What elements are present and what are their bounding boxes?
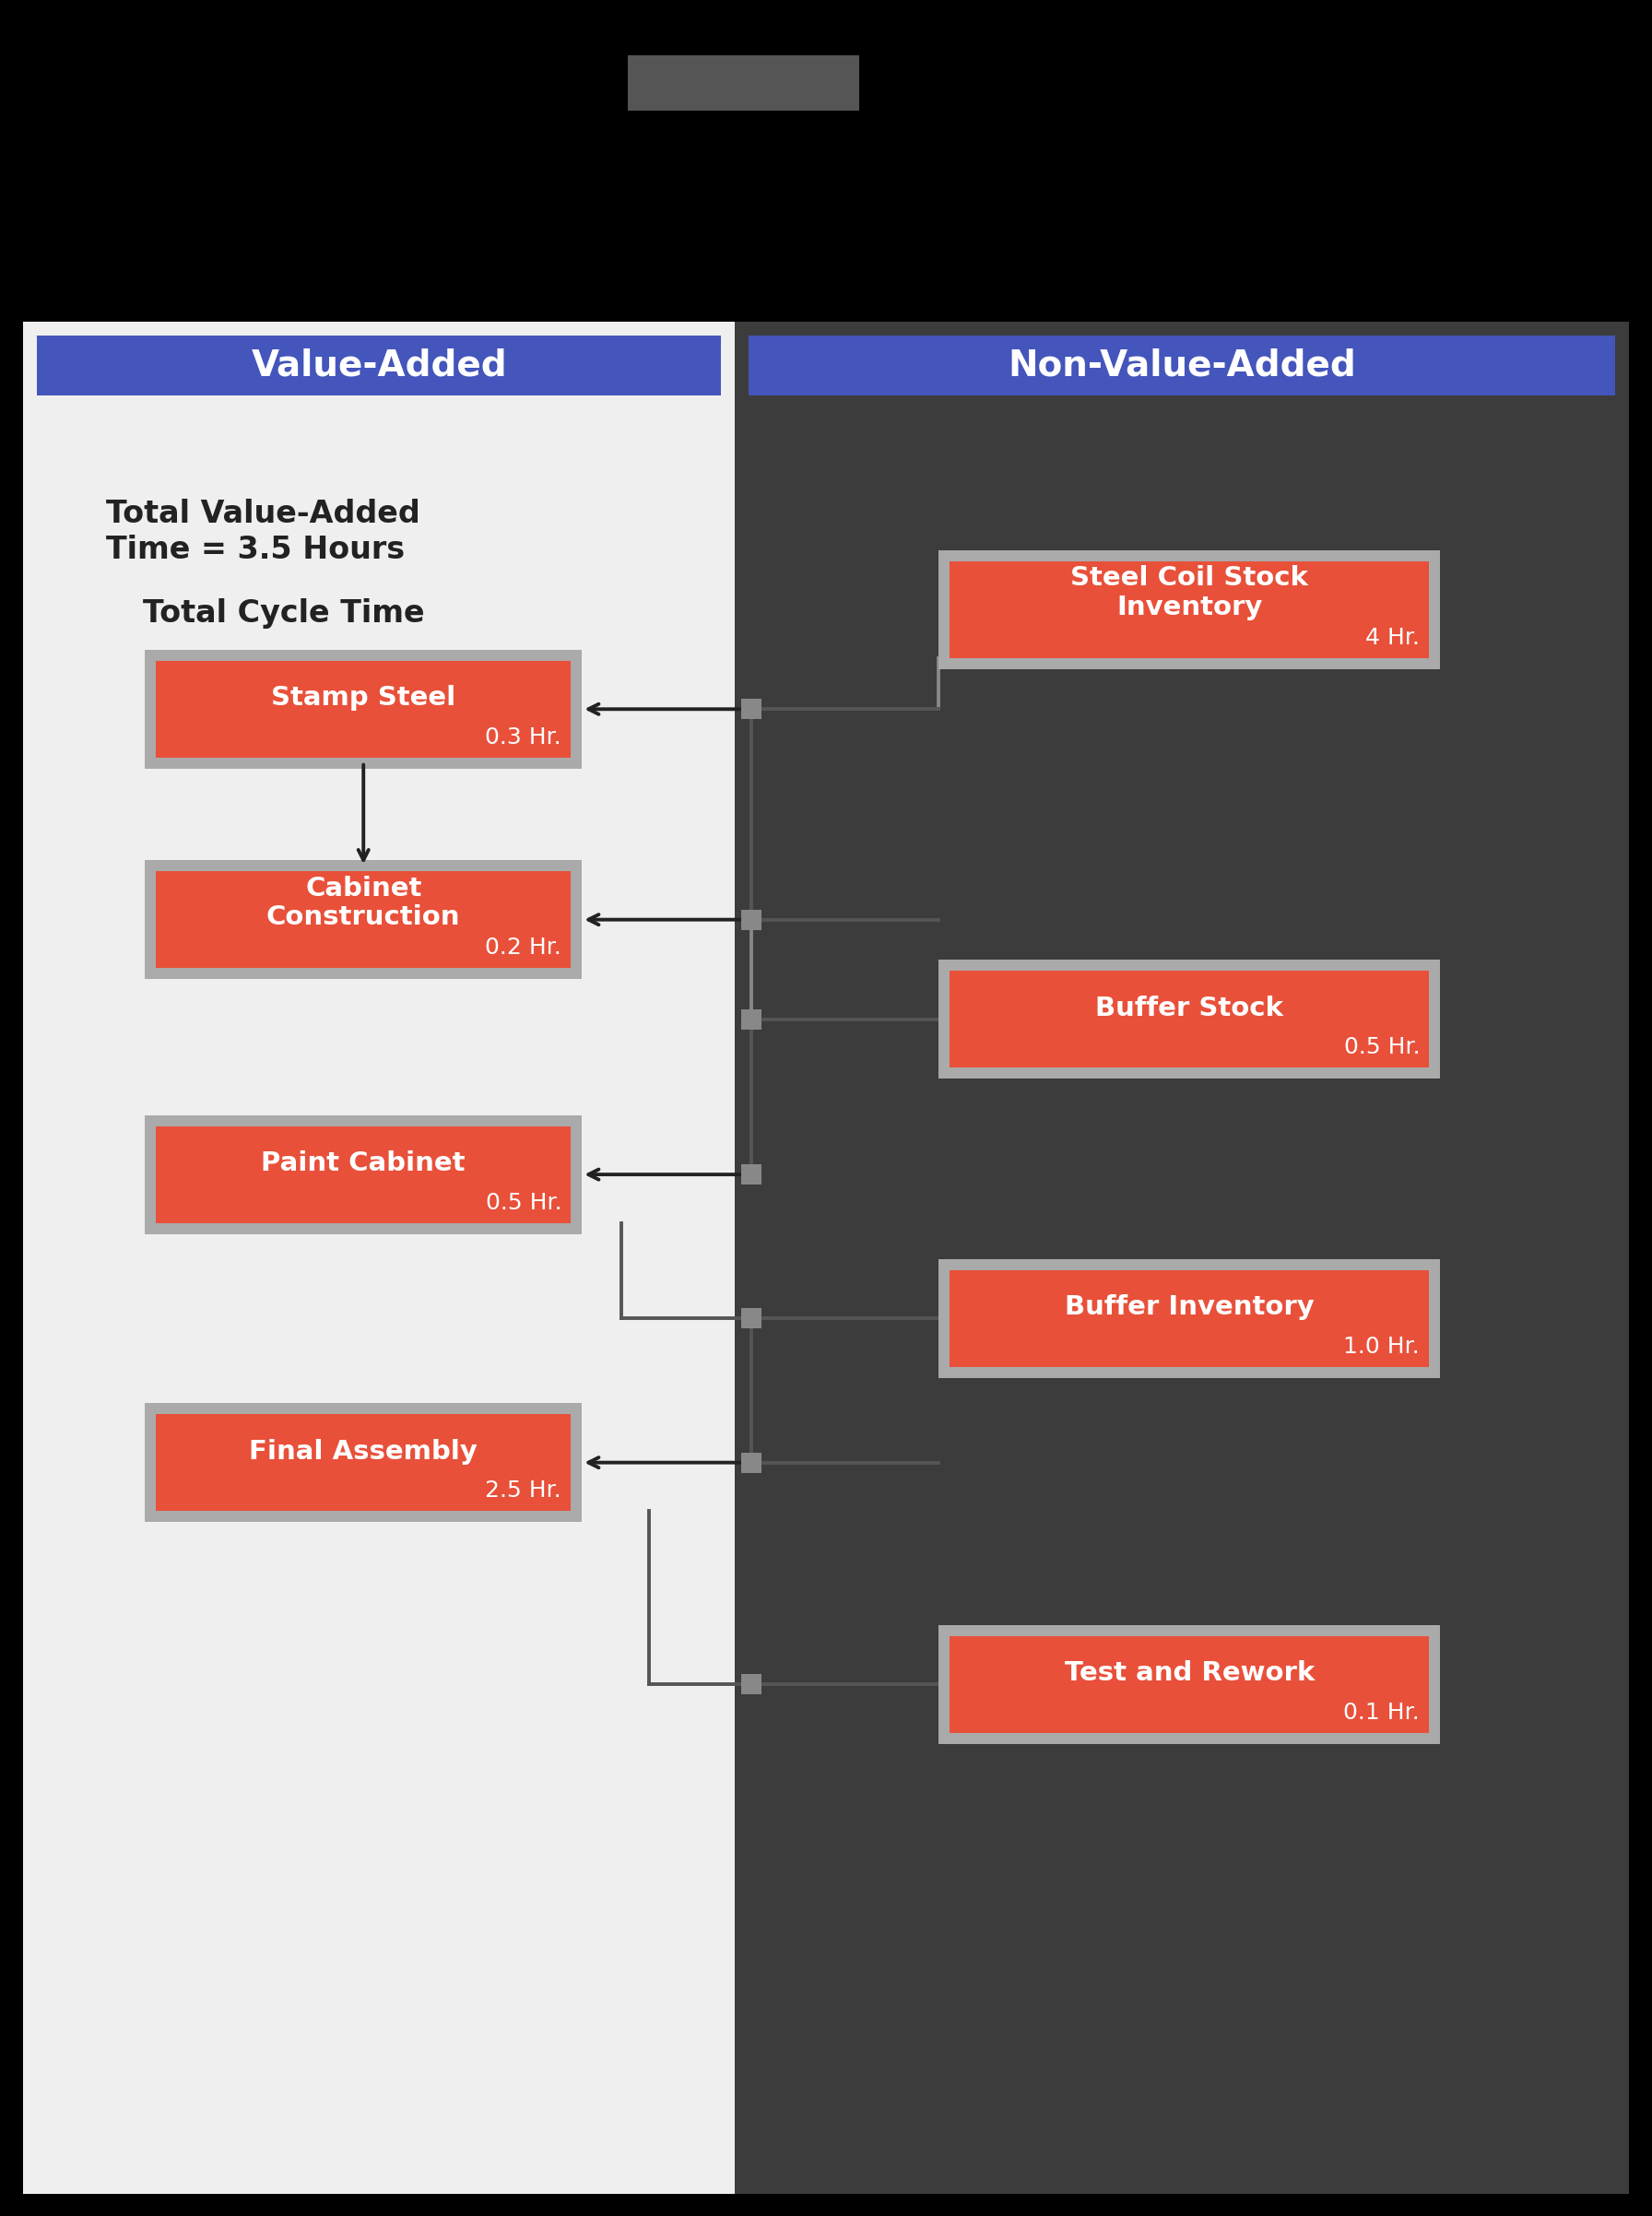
Text: 4 Hr.: 4 Hr. (1366, 627, 1421, 649)
Text: 2.5 Hr.: 2.5 Hr. (486, 1480, 562, 1502)
Bar (938, 550, 1441, 669)
Text: Total Cycle Time: Total Cycle Time (142, 598, 425, 629)
FancyBboxPatch shape (155, 660, 572, 758)
Bar (742, 1163, 762, 1186)
Text: Buffer Stock: Buffer Stock (1095, 995, 1284, 1022)
Bar (938, 1624, 1441, 1744)
Text: Steel Coil Stock
Inventory: Steel Coil Stock Inventory (1070, 565, 1308, 620)
Bar (145, 1115, 582, 1234)
Text: Total Value-Added
Time = 3.5 Hours: Total Value-Added Time = 3.5 Hours (106, 499, 420, 565)
FancyBboxPatch shape (950, 1635, 1429, 1733)
Bar (938, 960, 1441, 1079)
Text: Buffer Inventory: Buffer Inventory (1064, 1294, 1315, 1321)
Bar (742, 698, 762, 720)
Bar (628, 55, 859, 111)
Bar (938, 1259, 1441, 1378)
Bar (145, 1403, 582, 1522)
Bar (23, 321, 735, 2194)
FancyBboxPatch shape (950, 1270, 1429, 1367)
Bar (735, 321, 1629, 2194)
Text: 0.3 Hr.: 0.3 Hr. (486, 727, 562, 749)
FancyBboxPatch shape (950, 971, 1429, 1068)
Text: Non-Value-Added: Non-Value-Added (1008, 348, 1356, 383)
FancyBboxPatch shape (155, 1414, 572, 1511)
Text: 1.0 Hr.: 1.0 Hr. (1343, 1336, 1421, 1358)
Text: 0.1 Hr.: 0.1 Hr. (1343, 1702, 1421, 1724)
Bar (742, 1673, 762, 1695)
Bar (742, 1008, 762, 1030)
Text: Value-Added: Value-Added (251, 348, 507, 383)
Text: 0.5 Hr.: 0.5 Hr. (486, 1192, 562, 1214)
Text: Final Assembly: Final Assembly (249, 1438, 477, 1465)
Text: Paint Cabinet: Paint Cabinet (261, 1150, 466, 1177)
Text: 0.2 Hr.: 0.2 Hr. (486, 937, 562, 960)
FancyBboxPatch shape (155, 871, 572, 968)
Text: Test and Rework: Test and Rework (1064, 1660, 1315, 1686)
Bar (145, 860, 582, 979)
Text: Cabinet
Construction: Cabinet Construction (266, 875, 461, 931)
Bar (145, 649, 582, 769)
FancyBboxPatch shape (950, 561, 1429, 658)
FancyBboxPatch shape (155, 1126, 572, 1223)
Text: 0.5 Hr.: 0.5 Hr. (1343, 1037, 1421, 1059)
Bar (742, 909, 762, 931)
Bar (742, 1307, 762, 1330)
Text: Stamp Steel: Stamp Steel (271, 685, 456, 711)
Bar (742, 1451, 762, 1474)
Bar (748, 335, 1616, 394)
Bar (36, 335, 722, 394)
